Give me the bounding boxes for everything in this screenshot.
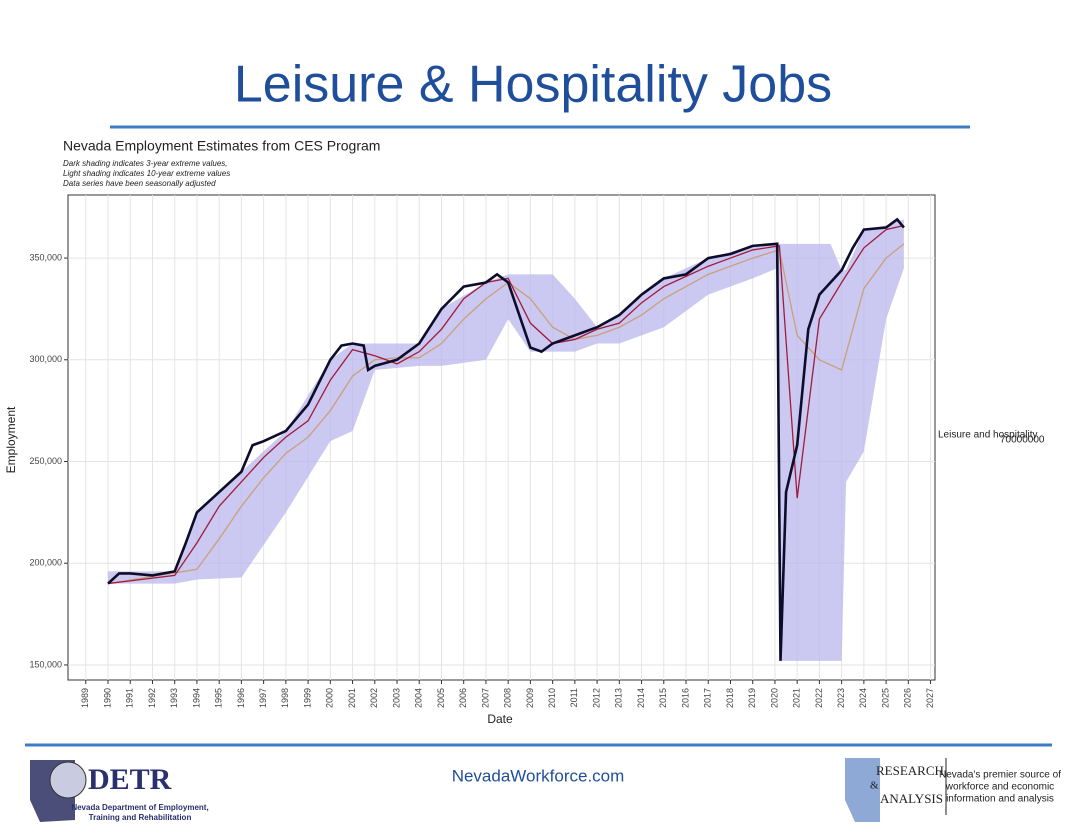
y-tick-label: 150,000 bbox=[29, 659, 62, 669]
x-tick-label: 2026 bbox=[903, 688, 913, 708]
note: Dark shading indicates 3-year extreme va… bbox=[63, 159, 228, 168]
ra-line: Nevada's premier source of bbox=[939, 770, 1061, 781]
series-line bbox=[107, 224, 905, 585]
x-tick-label: 2002 bbox=[369, 688, 379, 708]
x-tick-label: 2012 bbox=[591, 688, 601, 708]
ra-line: information and analysis bbox=[946, 794, 1054, 805]
x-tick-label: 2014 bbox=[636, 688, 646, 708]
ra-logo: ANALYSIS bbox=[880, 791, 943, 806]
x-tick-label: 2024 bbox=[858, 688, 868, 708]
x-tick-label: 1991 bbox=[125, 688, 135, 708]
ra-logo: & bbox=[870, 780, 879, 792]
x-tick-label: 2001 bbox=[347, 688, 357, 708]
extreme-band bbox=[108, 219, 904, 661]
x-tick-label: 2005 bbox=[436, 688, 446, 708]
x-tick-label: 1999 bbox=[302, 688, 312, 708]
note: Data series have been seasonally adjuste… bbox=[63, 179, 216, 188]
x-tick-label: 1992 bbox=[147, 688, 157, 708]
x-tick-label: 2023 bbox=[836, 688, 846, 708]
legend-label: Leisure and hospitality bbox=[938, 430, 1038, 441]
legend-value: 70000000 bbox=[1000, 435, 1045, 446]
x-tick-label: 2016 bbox=[680, 688, 690, 708]
x-tick-label: 1995 bbox=[214, 688, 224, 708]
x-tick-label: 2020 bbox=[769, 688, 779, 708]
x-tick-label: 2017 bbox=[703, 688, 713, 708]
x-tick-label: 1996 bbox=[236, 688, 246, 708]
x-tick-label: 2015 bbox=[658, 688, 668, 708]
x-tick-label: 1998 bbox=[280, 688, 290, 708]
x-tick-label: 2000 bbox=[325, 688, 335, 708]
y-tick-label: 200,000 bbox=[29, 558, 62, 568]
x-tick-label: 1997 bbox=[258, 688, 268, 708]
footer-url[interactable]: NevadaWorkforce.com bbox=[452, 766, 625, 785]
x-tick-label: 2009 bbox=[525, 688, 535, 708]
x-tick-label: 2003 bbox=[391, 688, 401, 708]
x-tick-label: 2019 bbox=[747, 688, 757, 708]
x-tick-label: 2011 bbox=[569, 688, 579, 707]
x-tick-label: 2021 bbox=[792, 688, 802, 708]
x-tick-label: 2008 bbox=[503, 688, 513, 708]
x-tick-label: 1990 bbox=[102, 688, 112, 708]
x-tick-label: 2010 bbox=[547, 688, 557, 708]
ra-logo: RESEARCH bbox=[876, 763, 944, 778]
x-tick-label: 2025 bbox=[880, 688, 890, 708]
x-tick-label: 2013 bbox=[614, 688, 624, 708]
series-line bbox=[107, 217, 905, 661]
chart-title: Nevada Employment Estimates from CES Pro… bbox=[63, 138, 380, 154]
ra-shape bbox=[845, 758, 880, 822]
x-tick-label: 2018 bbox=[725, 688, 735, 708]
ra-line: workforce and economic bbox=[945, 782, 1054, 793]
seal bbox=[49, 761, 87, 799]
y-axis-label: Employment bbox=[4, 406, 18, 473]
y-tick-label: 250,000 bbox=[29, 456, 62, 466]
detr-line: Training and Rehabilitation bbox=[89, 813, 192, 822]
series-line bbox=[107, 243, 905, 585]
y-tick-label: 350,000 bbox=[29, 252, 62, 262]
slide-title: Leisure & Hospitality Jobs bbox=[234, 56, 832, 114]
note: Light shading indicates 10-year extreme … bbox=[63, 169, 230, 178]
detr-line: Nevada Department of Employment, bbox=[71, 803, 208, 812]
detr-logo: DETR bbox=[88, 763, 172, 796]
x-axis-label: Date bbox=[487, 712, 513, 726]
x-tick-label: 2006 bbox=[458, 688, 468, 708]
x-tick-label: 1994 bbox=[191, 688, 201, 708]
x-tick-label: 2007 bbox=[480, 688, 490, 708]
x-tick-label: 2004 bbox=[414, 688, 424, 708]
x-tick-label: 1989 bbox=[80, 688, 90, 708]
x-tick-label: 1993 bbox=[169, 688, 179, 708]
x-tick-label: 2027 bbox=[925, 688, 935, 708]
x-tick-label: 2022 bbox=[814, 688, 824, 708]
y-tick-label: 300,000 bbox=[29, 354, 62, 364]
